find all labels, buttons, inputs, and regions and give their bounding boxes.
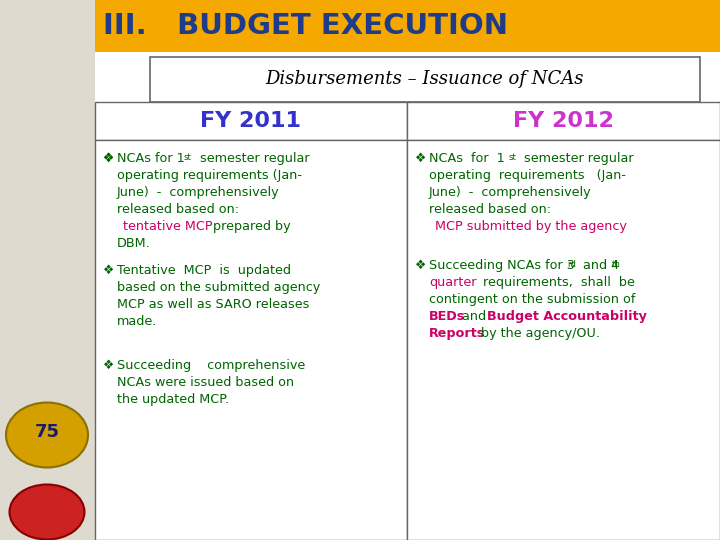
FancyBboxPatch shape <box>95 102 407 140</box>
Text: ❖: ❖ <box>103 152 114 165</box>
Text: FY 2011: FY 2011 <box>200 111 302 131</box>
FancyBboxPatch shape <box>95 140 407 540</box>
Text: DBM.: DBM. <box>117 237 150 250</box>
Text: June)  -  comprehensively: June) - comprehensively <box>429 186 592 199</box>
Text: st: st <box>509 153 517 162</box>
Text: ❖: ❖ <box>415 152 426 165</box>
FancyBboxPatch shape <box>0 0 95 540</box>
Text: made.: made. <box>117 315 158 328</box>
Text: operating  requirements   (Jan-: operating requirements (Jan- <box>429 169 626 182</box>
Text: FY 2012: FY 2012 <box>513 111 614 131</box>
Text: semester regular: semester regular <box>520 152 634 165</box>
Text: ❖: ❖ <box>103 152 114 165</box>
Text: BEDs: BEDs <box>429 310 465 323</box>
Text: 75: 75 <box>35 423 60 441</box>
Text: th: th <box>612 260 621 269</box>
FancyBboxPatch shape <box>407 102 720 140</box>
Text: st: st <box>184 153 192 162</box>
Text: Tentative  MCP  is  updated: Tentative MCP is updated <box>117 264 291 277</box>
Text: rd: rd <box>567 260 576 269</box>
Text: NCAs  for  1: NCAs for 1 <box>429 152 505 165</box>
FancyBboxPatch shape <box>150 57 700 102</box>
Text: Reports: Reports <box>429 327 485 340</box>
Text: MCP as well as SARO releases: MCP as well as SARO releases <box>117 298 310 311</box>
Text: prepared by: prepared by <box>209 220 291 233</box>
Text: Succeeding NCAs for 3: Succeeding NCAs for 3 <box>429 259 575 272</box>
Ellipse shape <box>9 484 84 539</box>
FancyBboxPatch shape <box>95 52 720 540</box>
Text: MCP submitted by the agency: MCP submitted by the agency <box>435 220 627 233</box>
Text: operating requirements (Jan-: operating requirements (Jan- <box>117 169 302 182</box>
Text: tentative MCP: tentative MCP <box>123 220 212 233</box>
Text: and: and <box>458 310 490 323</box>
Text: III.   BUDGET EXECUTION: III. BUDGET EXECUTION <box>103 12 508 40</box>
Text: ❖: ❖ <box>103 264 114 277</box>
Text: based on the submitted agency: based on the submitted agency <box>117 281 320 294</box>
Text: semester regular: semester regular <box>196 152 310 165</box>
Ellipse shape <box>6 402 88 468</box>
Text: requirements,  shall  be: requirements, shall be <box>475 276 635 289</box>
Text: quarter: quarter <box>429 276 477 289</box>
FancyBboxPatch shape <box>95 0 720 52</box>
Text: the updated MCP.: the updated MCP. <box>117 393 229 406</box>
Text: by the agency/OU.: by the agency/OU. <box>477 327 600 340</box>
Text: Budget Accountability: Budget Accountability <box>487 310 647 323</box>
Text: Disbursements – Issuance of NCAs: Disbursements – Issuance of NCAs <box>266 71 584 89</box>
Text: released based on:: released based on: <box>117 203 239 216</box>
Text: Succeeding    comprehensive: Succeeding comprehensive <box>117 359 305 372</box>
Text: released based on:: released based on: <box>429 203 551 216</box>
Text: ❖: ❖ <box>103 359 114 372</box>
FancyBboxPatch shape <box>407 140 720 540</box>
Text: NCAs were issued based on: NCAs were issued based on <box>117 376 294 389</box>
Text: contingent on the submission of: contingent on the submission of <box>429 293 635 306</box>
Text: and 4: and 4 <box>579 259 619 272</box>
Text: NCAs for 1: NCAs for 1 <box>117 152 185 165</box>
Text: June)  -  comprehensively: June) - comprehensively <box>117 186 279 199</box>
Text: ❖: ❖ <box>415 259 426 272</box>
